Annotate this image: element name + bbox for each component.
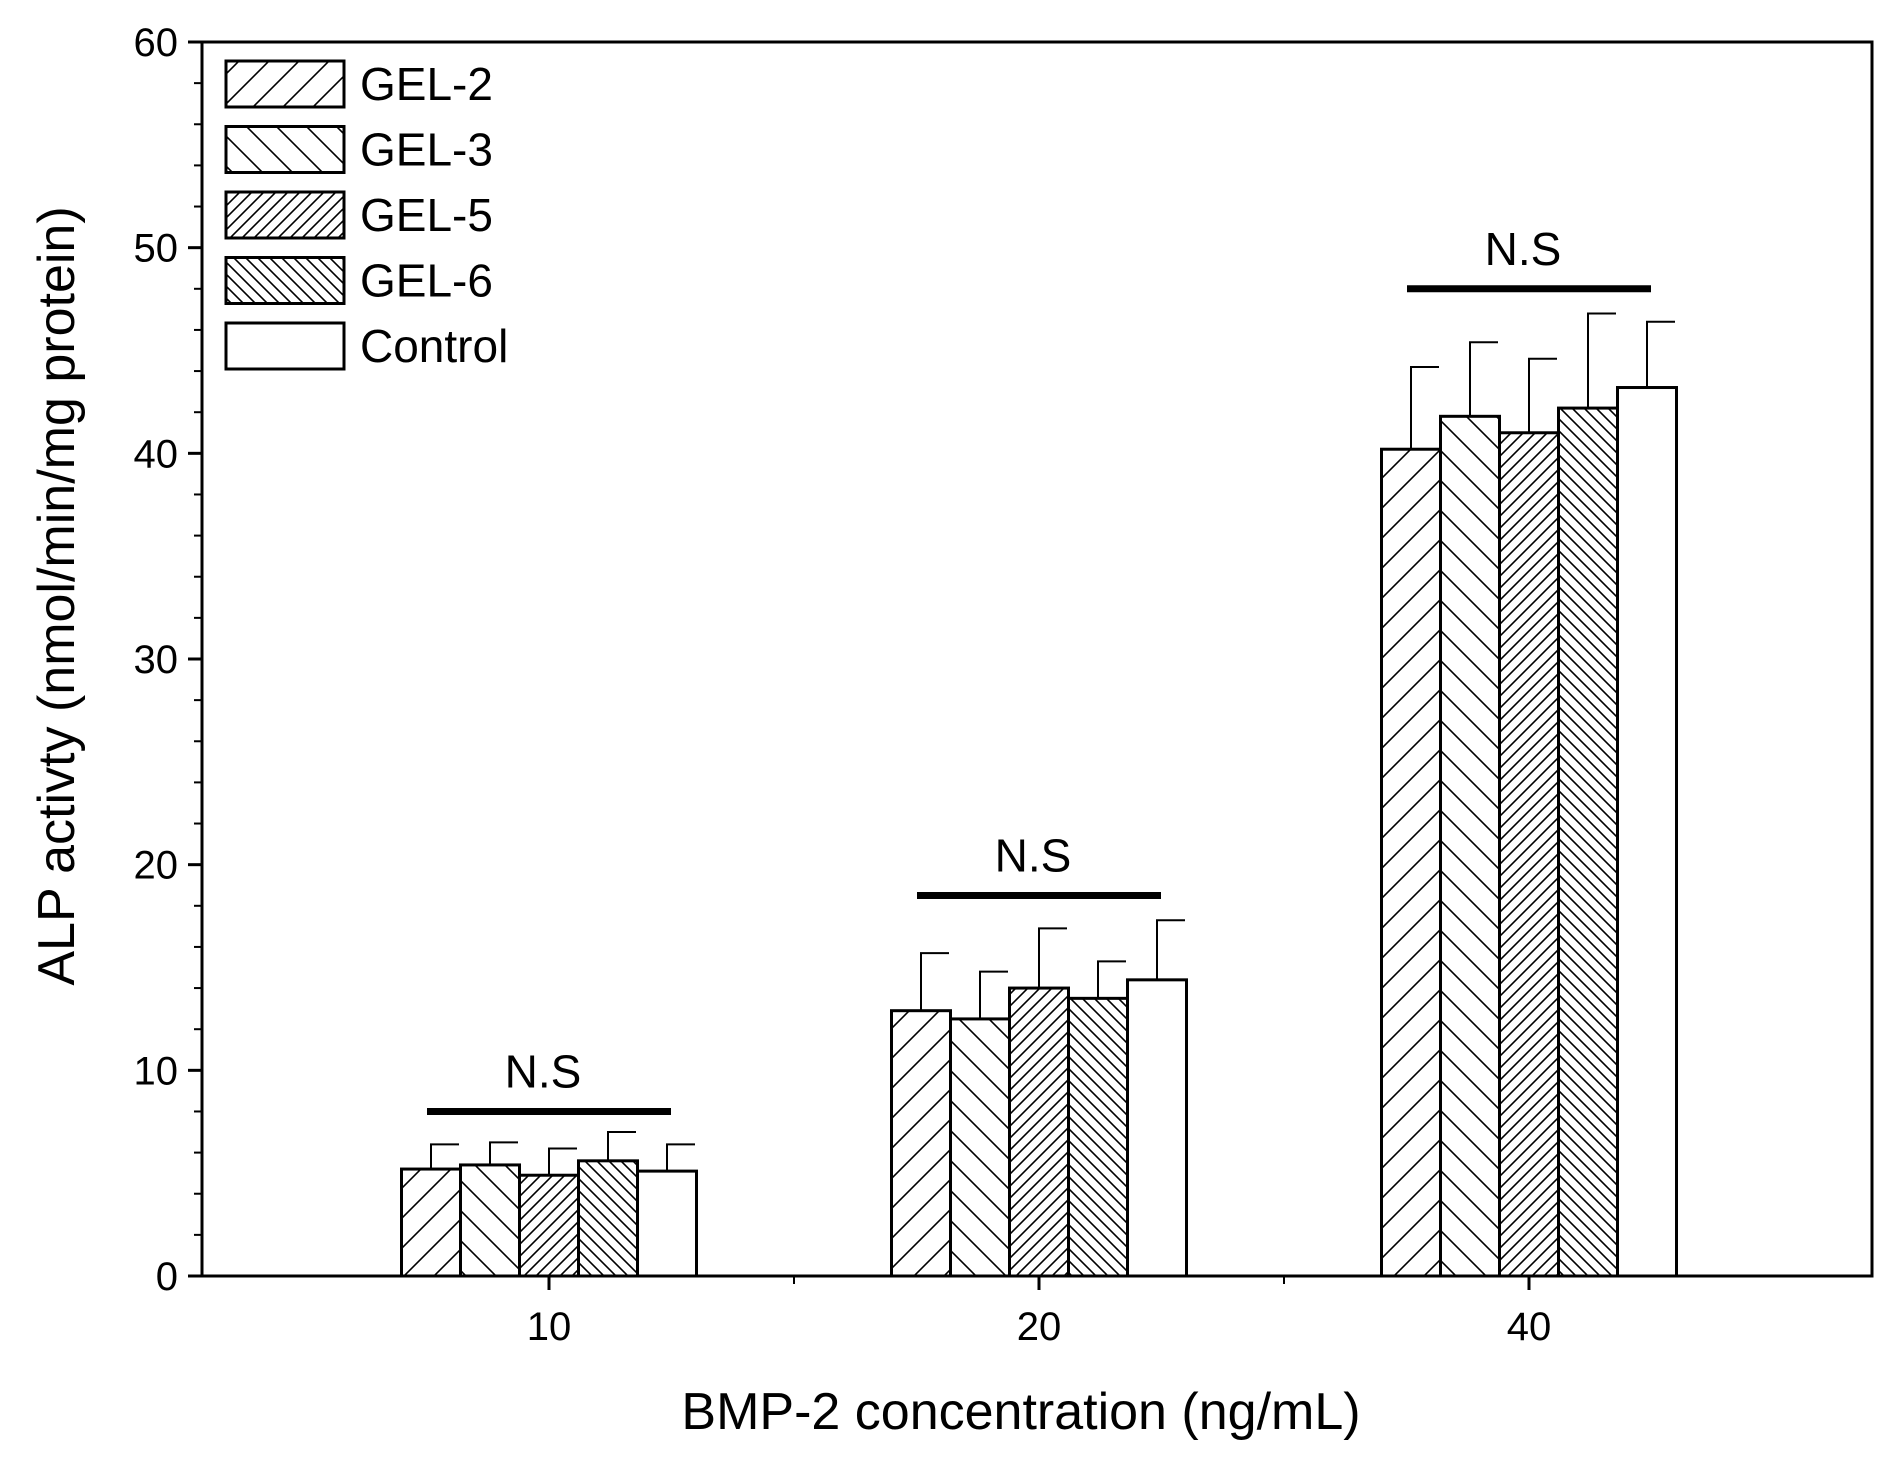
significance-label: N.S — [1485, 223, 1562, 275]
bar — [1557, 406, 1619, 1278]
y-tick-label: 30 — [134, 638, 179, 682]
y-tick-label: 40 — [134, 432, 179, 476]
bar — [1008, 986, 1070, 1278]
x-tick-label: 40 — [1507, 1305, 1552, 1349]
x-tick-label: 20 — [1017, 1305, 1062, 1349]
legend-swatch — [224, 321, 346, 371]
bar — [949, 1017, 1011, 1278]
significance-label: N.S — [505, 1045, 582, 1097]
bar — [890, 1009, 952, 1278]
y-axis-title: ALP activty (nmol/min/mg protein) — [28, 206, 86, 985]
legend: GEL-2 GEL-3 GEL-5 GEL-6 Control — [224, 58, 508, 372]
legend-swatch — [224, 125, 346, 174]
bar — [636, 1169, 698, 1278]
bar — [400, 1167, 462, 1278]
x-axis: 10 20 40 — [527, 1276, 1552, 1349]
legend-label: GEL-5 — [360, 189, 493, 241]
bar — [1498, 431, 1560, 1278]
y-axis: 0 10 20 30 40 50 60 — [134, 21, 202, 1299]
legend-swatch — [224, 59, 346, 109]
y-tick-label: 10 — [134, 1049, 179, 1093]
y-tick-label: 20 — [134, 844, 179, 888]
y-tick-label: 50 — [134, 227, 179, 271]
significance-label: N.S — [995, 830, 1072, 882]
legend-swatch — [224, 256, 346, 305]
bar — [577, 1159, 639, 1278]
bar — [459, 1163, 521, 1278]
bar — [1616, 386, 1678, 1278]
legend-label: GEL-6 — [360, 255, 493, 307]
bar — [1126, 978, 1188, 1278]
x-tick-label: 10 — [527, 1305, 572, 1349]
legend-label: GEL-2 — [360, 58, 493, 110]
bar — [1380, 447, 1442, 1278]
bar — [518, 1173, 580, 1278]
legend-swatch — [224, 190, 346, 240]
legend-label: GEL-3 — [360, 124, 493, 176]
bar — [1439, 414, 1501, 1278]
bar — [1067, 996, 1129, 1278]
legend-label: Control — [360, 320, 508, 372]
y-tick-label: 0 — [156, 1255, 178, 1299]
plot-area: N.S N.S N.S — [200, 40, 1874, 1278]
x-axis-title: BMP-2 concentration (ng/mL) — [681, 1383, 1360, 1441]
y-tick-label: 60 — [134, 21, 179, 65]
